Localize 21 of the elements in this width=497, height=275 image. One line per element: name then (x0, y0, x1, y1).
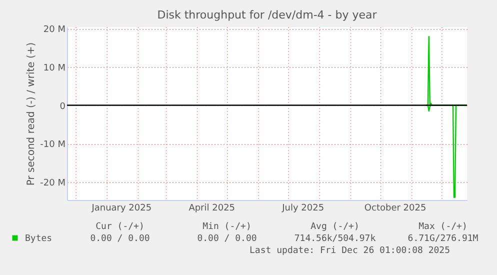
chart-title: Disk throughput for /dev/dm-4 - by year (157, 8, 378, 22)
x-tick-label: January 2025 (90, 204, 152, 214)
y-tick-label: 10 M (43, 63, 66, 74)
text: 714.56k/504.97k (294, 234, 376, 244)
x-tick-label: October 2025 (364, 204, 426, 214)
text: Last update: Fri Dec 26 01:00:08 2025 (250, 246, 450, 256)
text: Max (-/+) (418, 222, 468, 232)
y-tick-label: -20 M (40, 178, 66, 188)
text: 0.00 / 0.00 (90, 234, 150, 244)
x-tick-label: April 2025 (188, 204, 236, 214)
text: 0.00 / 0.00 (197, 234, 257, 244)
legend-label: Bytes (25, 234, 52, 244)
text: Min (-/+) (202, 222, 252, 232)
text: 6.71G/276.91M (408, 234, 479, 244)
text: Avg (-/+) (310, 222, 360, 232)
y-tick-label: 0 (60, 102, 66, 112)
y-axis-title: Pr second read (-) / write (+) (26, 42, 38, 186)
y-tick-label: -10 M (40, 140, 66, 150)
text: Cur (-/+) (96, 222, 144, 232)
x-tick-label: July 2025 (281, 204, 324, 214)
y-tick-label: 20 M (43, 25, 66, 36)
